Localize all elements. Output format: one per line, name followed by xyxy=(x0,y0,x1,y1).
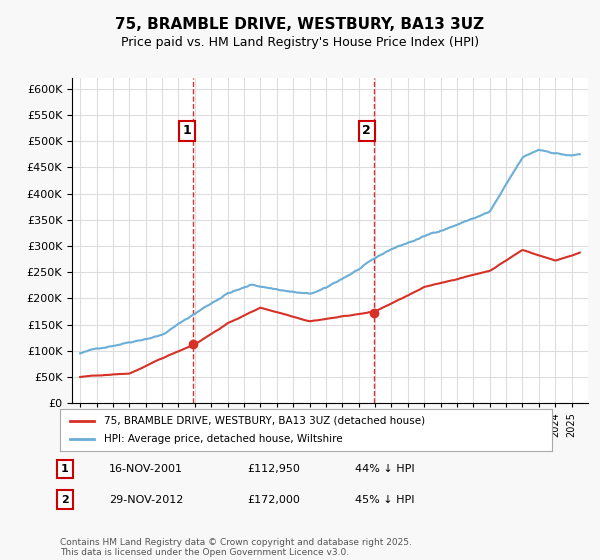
Text: 2: 2 xyxy=(61,495,69,505)
Text: 2: 2 xyxy=(362,124,371,137)
Text: 1: 1 xyxy=(61,464,69,474)
Text: 45% ↓ HPI: 45% ↓ HPI xyxy=(355,495,415,505)
Text: 75, BRAMBLE DRIVE, WESTBURY, BA13 3UZ: 75, BRAMBLE DRIVE, WESTBURY, BA13 3UZ xyxy=(115,17,485,32)
Text: Contains HM Land Registry data © Crown copyright and database right 2025.
This d: Contains HM Land Registry data © Crown c… xyxy=(60,538,412,557)
Text: 1: 1 xyxy=(182,124,191,137)
Text: Price paid vs. HM Land Registry's House Price Index (HPI): Price paid vs. HM Land Registry's House … xyxy=(121,36,479,49)
Text: 75, BRAMBLE DRIVE, WESTBURY, BA13 3UZ (detached house): 75, BRAMBLE DRIVE, WESTBURY, BA13 3UZ (d… xyxy=(104,416,425,426)
Text: £112,950: £112,950 xyxy=(247,464,300,474)
Text: HPI: Average price, detached house, Wiltshire: HPI: Average price, detached house, Wilt… xyxy=(104,434,343,444)
Text: 16-NOV-2001: 16-NOV-2001 xyxy=(109,464,183,474)
Text: 29-NOV-2012: 29-NOV-2012 xyxy=(109,495,184,505)
Text: 44% ↓ HPI: 44% ↓ HPI xyxy=(355,464,415,474)
Text: £172,000: £172,000 xyxy=(247,495,300,505)
